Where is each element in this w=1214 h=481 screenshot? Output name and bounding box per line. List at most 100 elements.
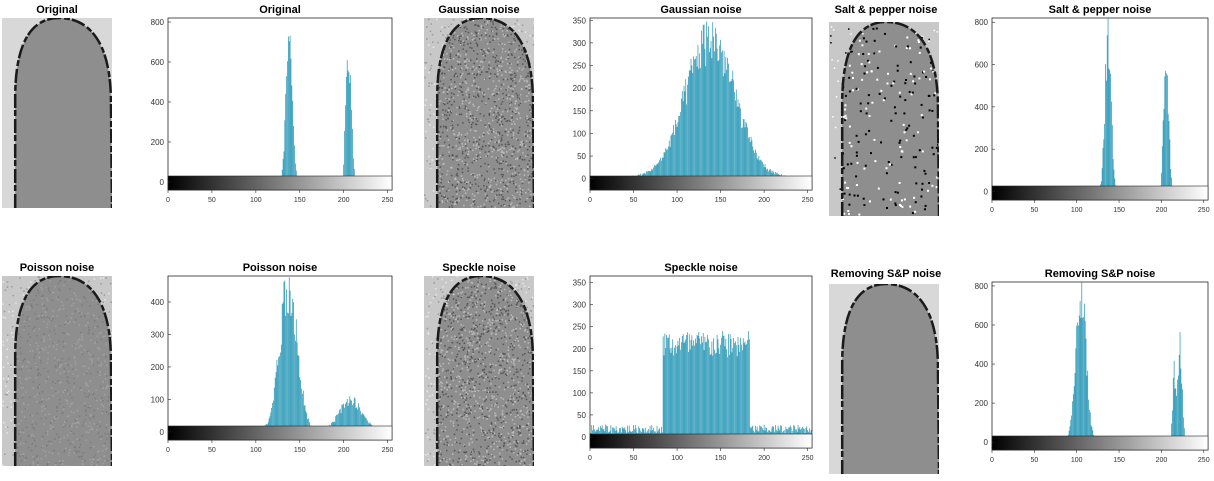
histogram-bar (600, 427, 602, 437)
histogram-bar (799, 427, 801, 437)
histogram-bar (623, 428, 625, 437)
x-tick-label: 50 (1030, 457, 1038, 464)
histogram-bar (603, 428, 605, 437)
histogram-bar (767, 168, 768, 179)
face-image-speckle (424, 276, 534, 466)
histogram-bar (690, 340, 692, 437)
histogram-bar (1106, 80, 1107, 192)
histogram-bar (612, 427, 613, 437)
y-tick-label: 0 (160, 178, 165, 187)
face-image-poisson (2, 276, 112, 466)
histogram-bar (654, 165, 655, 179)
y-tick-label: 400 (151, 98, 165, 107)
histogram-bar (589, 429, 591, 437)
histogram-bar (348, 402, 350, 432)
histogram-bar (1073, 386, 1075, 443)
histogram-bar (715, 352, 717, 437)
histogram-bar (674, 345, 676, 437)
histogram-bar (352, 405, 353, 432)
x-tick-label: 200 (758, 197, 770, 204)
histogram-bar (1113, 169, 1115, 192)
histogram-bar (1183, 417, 1184, 443)
histogram-bar (628, 425, 630, 437)
histogram-bar (708, 26, 709, 179)
histogram-bar (719, 45, 721, 179)
histogram-bar (1168, 121, 1170, 192)
histogram-bar (776, 172, 778, 179)
histogram-bar (673, 355, 674, 437)
histogram-bar (659, 160, 660, 179)
histogram-bar (1162, 120, 1164, 192)
histogram-bar (707, 335, 708, 437)
x-tick-label: 100 (1071, 207, 1083, 214)
plot-area (991, 17, 1209, 201)
y-tick-label: 800 (151, 18, 165, 27)
histogram-bar (806, 426, 808, 437)
histogram-original: Original 0 200 400 600 800 0 50 100 150 200 250 (151, 4, 394, 204)
x-tick-label: 0 (166, 447, 170, 454)
histogram-bar (735, 89, 737, 179)
histogram-bar (676, 346, 678, 437)
histogram-bar (1163, 108, 1165, 192)
histogram-bar (763, 424, 765, 437)
histogram-bar (728, 81, 730, 179)
histogram-bar (346, 60, 348, 182)
histogram-bar (726, 349, 728, 437)
x-tick-label: 150 (1113, 457, 1125, 464)
histogram-bar (1089, 412, 1091, 443)
plot-area (589, 17, 813, 191)
histogram-bar (713, 338, 714, 437)
histogram-bar (789, 427, 790, 437)
face-image-removing-sp (829, 284, 939, 474)
histogram-bar (652, 169, 654, 179)
histogram-bar (744, 341, 746, 437)
histogram-bar (797, 425, 799, 437)
histogram-bar (734, 91, 735, 179)
chart-title: Speckle noise (664, 262, 737, 274)
histogram-bar (677, 340, 679, 437)
histogram-bar (747, 339, 748, 437)
histogram-bar (699, 53, 701, 179)
histogram-bar (678, 345, 680, 437)
histogram-bar (708, 52, 710, 179)
histogram-bar (1165, 70, 1166, 192)
histogram-bar (735, 345, 737, 437)
histogram-bar (1171, 177, 1172, 192)
histogram-bar (805, 427, 807, 437)
histogram-bar (598, 427, 600, 437)
histogram-bar (756, 158, 758, 179)
histogram-bar (302, 393, 303, 432)
histogram-bar (737, 337, 739, 437)
histogram-bar (1086, 375, 1088, 443)
histogram-bar (287, 61, 288, 182)
histogram-bar (657, 163, 659, 179)
histogram-bar (751, 426, 753, 437)
histogram-bar (1081, 282, 1083, 443)
histogram-bar (674, 347, 675, 437)
histogram-bar (281, 304, 283, 432)
histogram-bar (634, 429, 635, 437)
histogram-bar (668, 334, 670, 437)
histogram-bars (992, 282, 1209, 443)
y-tick-label: 150 (573, 367, 587, 376)
histogram-bar (807, 430, 808, 437)
histogram-bar (342, 405, 344, 432)
histogram-bar (697, 44, 699, 179)
histogram-bar (685, 339, 687, 437)
histogram-bar (295, 340, 296, 432)
histogram-bar (674, 119, 676, 179)
histogram-bar (345, 403, 346, 432)
histogram-bar (650, 170, 652, 179)
histogram-bar (1179, 332, 1181, 443)
histogram-bar (724, 346, 726, 437)
histogram-bar (1166, 73, 1167, 192)
histogram-bar (765, 167, 767, 179)
histogram-bar (651, 424, 653, 437)
histogram-bar (680, 112, 681, 179)
x-tick-label: 250 (1198, 207, 1210, 214)
face-image-gaussian (424, 18, 534, 208)
y-tick-label: 0 (984, 188, 989, 197)
histogram-bar (663, 152, 665, 179)
histogram-bar (293, 125, 294, 182)
histogram-bar (741, 344, 742, 437)
